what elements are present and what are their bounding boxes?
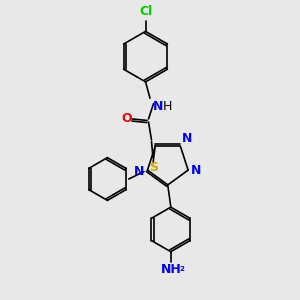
Text: N: N bbox=[191, 164, 202, 177]
Text: ₂: ₂ bbox=[179, 263, 184, 273]
Text: N: N bbox=[182, 132, 192, 145]
Text: NH: NH bbox=[160, 263, 181, 276]
Text: H: H bbox=[163, 100, 172, 113]
Text: N: N bbox=[152, 100, 163, 113]
Text: O: O bbox=[122, 112, 132, 125]
Text: S: S bbox=[149, 161, 158, 174]
Text: Cl: Cl bbox=[139, 5, 152, 18]
Text: N: N bbox=[134, 165, 144, 178]
